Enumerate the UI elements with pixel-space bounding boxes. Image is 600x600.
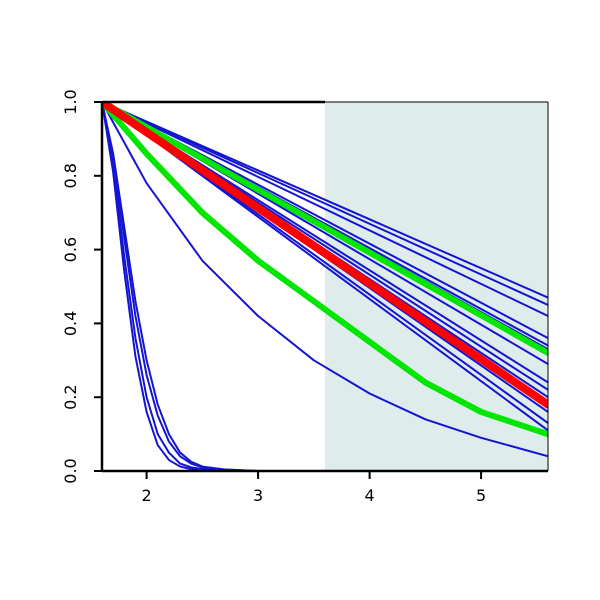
y-tick-label-2: 0.4 (61, 311, 80, 336)
x-tick-label-3: 3 (253, 486, 263, 505)
series-line-14 (102, 102, 548, 458)
series-line-21 (102, 102, 548, 409)
series-line-20 (102, 102, 548, 438)
series-line-2 (102, 102, 548, 306)
series-line-1 (102, 102, 548, 299)
series-line-3 (102, 102, 548, 318)
y-tick-label-0: 0.0 (61, 458, 80, 483)
y-tick-label-4: 0.8 (61, 163, 80, 188)
x-tick-label-4: 4 (365, 486, 375, 505)
series-line-19 (102, 102, 548, 356)
y-tick-label-3: 0.6 (61, 237, 80, 262)
x-tick-label-2: 2 (142, 486, 152, 505)
x-tick-label-5: 5 (476, 486, 486, 505)
series-line-18 (102, 102, 548, 471)
axes: 2 3 4 5 0.0 0.2 0.4 0.6 0.8 1.0 (61, 89, 549, 505)
y-tick-label-5: 1.0 (61, 89, 80, 114)
y-tick-label-1: 0.2 (61, 384, 80, 409)
